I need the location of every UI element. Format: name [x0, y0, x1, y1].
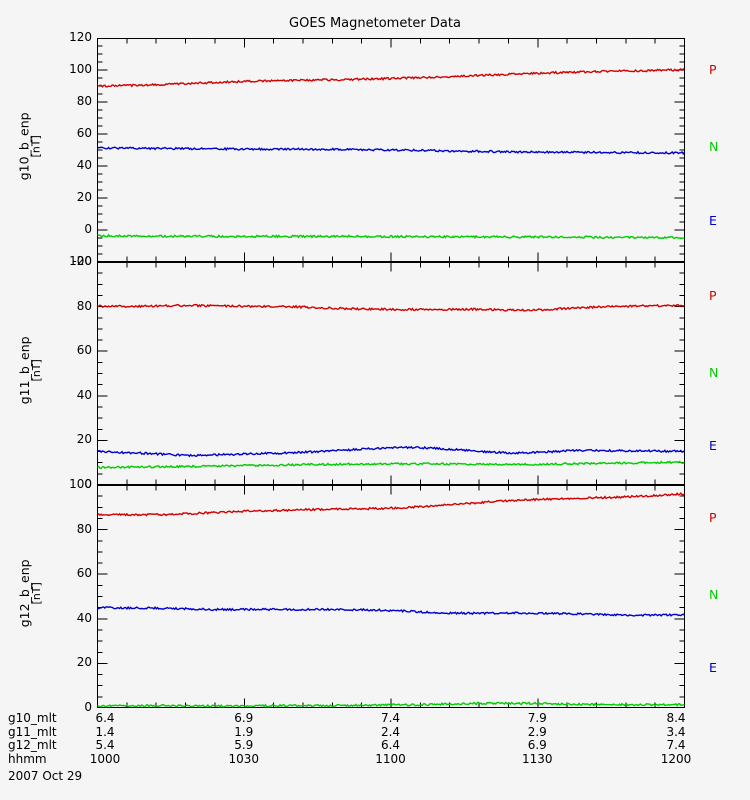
axis-tick-value: 7.4 — [666, 738, 686, 753]
date-label: 2007 Oct 29 — [8, 769, 83, 783]
axis-row-g10_mlt: g10_mlt 6.4 6.9 7.4 7.9 8.4 — [0, 711, 750, 726]
y-tick-label: 100 — [69, 254, 92, 268]
axis-row-hhmm: hhmm 1000 1030 1100 1130 1200 — [0, 751, 750, 767]
y-tick-label: 0 — [84, 700, 92, 714]
plot-panel-2 — [97, 262, 685, 485]
plot-panel-1 — [97, 38, 685, 262]
axis-tick-value: 8.4 — [666, 711, 686, 725]
series-line-e — [97, 146, 685, 156]
y-tick-label: 20 — [76, 190, 92, 204]
axis-tick-value: 3.4 — [666, 724, 686, 739]
y-tick-label: 100 — [69, 62, 92, 76]
y-axis-label-3: g12_b_enp [nT] — [16, 558, 43, 627]
y-tick-label: 20 — [76, 432, 92, 447]
axis-tick-value: 6.4 — [380, 738, 401, 753]
legend-label-e: E — [709, 438, 717, 453]
y-tick-label: 60 — [76, 126, 92, 140]
plot-panel-3 — [97, 485, 685, 708]
y-tick-label: 120 — [69, 30, 92, 44]
axis-tick-value: 2.9 — [527, 724, 547, 739]
y-tick-label: 60 — [76, 566, 92, 581]
y-tick-label: 40 — [76, 387, 92, 402]
axis-tick-value: 7.9 — [527, 711, 547, 725]
axis-row-name: g11_mlt — [8, 724, 57, 739]
axis-tick-value: 1130 — [521, 751, 553, 766]
y-tick-label: 0 — [84, 222, 92, 236]
axis-tick-value: 1100 — [375, 751, 406, 766]
axis-tick-value: 1000 — [89, 751, 121, 766]
axis-tick-value: 5.9 — [234, 738, 254, 753]
series-line-p — [97, 68, 685, 88]
legend-label-n: N — [709, 139, 719, 154]
y-tick-label: 40 — [76, 158, 92, 172]
y-tick-label: 80 — [76, 521, 92, 536]
axis-row-name: g12_mlt — [8, 738, 57, 753]
y-axis-label-1: g10_b_enp [nT] — [16, 112, 43, 181]
axis-tick-value: 1.9 — [234, 724, 254, 739]
y-tick-label: 20 — [76, 655, 92, 670]
legend-label-n: N — [709, 365, 719, 380]
axis-row-g12_mlt: g12_mlt 5.4 5.9 6.4 6.9 7.4 — [0, 739, 750, 753]
series-line-e — [97, 605, 685, 618]
legend-label-n: N — [709, 587, 719, 602]
y-tick-label: 0 — [84, 477, 92, 491]
legend-label-e: E — [709, 213, 717, 228]
axis-tick-value: 5.4 — [95, 738, 115, 753]
legend-label-p: P — [709, 288, 717, 303]
axis-row-name: hhmm — [8, 751, 47, 766]
axis-row-name: g10_mlt — [8, 711, 57, 725]
series-line-n — [97, 701, 685, 708]
y-tick-label: 40 — [76, 610, 92, 625]
series-line-e — [97, 445, 685, 458]
page-title: GOES Magnetometer Data — [289, 16, 461, 31]
axis-tick-value: 6.4 — [95, 711, 115, 725]
axis-tick-value: 6.9 — [527, 738, 547, 753]
legend-label-p: P — [709, 510, 717, 525]
y-axis-label-2: g11_b_enp [nT] — [16, 335, 43, 404]
axis-tick-value: 2.4 — [380, 724, 401, 739]
axis-row-g11_mlt: g11_mlt 1.4 1.9 2.4 2.9 3.4 — [0, 724, 750, 740]
series-line-n — [97, 233, 685, 240]
series-line-n — [97, 460, 685, 470]
series-line-p — [97, 303, 685, 312]
axis-tick-value: 1030 — [228, 751, 260, 766]
series-line-p — [97, 492, 685, 517]
y-tick-label: 80 — [76, 298, 92, 313]
axis-tick-value: 1.4 — [95, 724, 115, 739]
axis-tick-value: 1200 — [660, 751, 692, 766]
axis-tick-value: 6.9 — [234, 711, 254, 725]
bottom-axis-labels: g10_mlt 6.4 6.9 7.4 7.9 8.4 g11_mlt 1.4 1.9 2.4 2.… — [0, 711, 750, 782]
legend-label-e: E — [709, 660, 717, 675]
y-tick-label: 100 — [69, 477, 92, 491]
axis-tick-value: 7.4 — [380, 711, 401, 725]
legend-label-p: P — [709, 62, 717, 77]
y-tick-label: -20 — [72, 254, 92, 268]
y-tick-label: 60 — [76, 343, 92, 358]
y-tick-label: 80 — [76, 94, 92, 108]
